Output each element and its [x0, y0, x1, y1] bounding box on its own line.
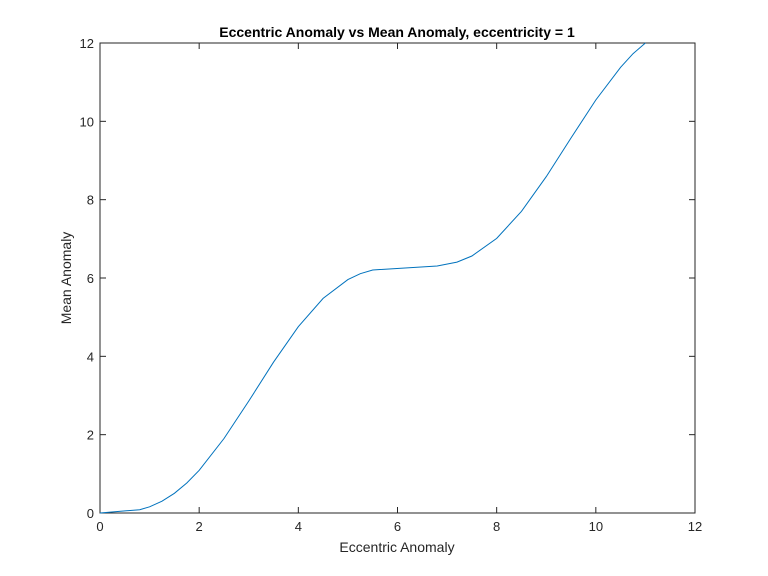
chart-title: Eccentric Anomaly vs Mean Anomaly, eccen… — [219, 24, 575, 40]
y-tick-label: 8 — [87, 193, 94, 208]
x-axis-label: Eccentric Anomaly — [339, 539, 454, 555]
y-tick-label: 10 — [80, 114, 94, 129]
y-axis-label: Mean Anomaly — [58, 232, 74, 325]
x-tick-label: 4 — [295, 519, 302, 534]
x-tick-label: 12 — [688, 519, 702, 534]
x-tick-label: 8 — [493, 519, 500, 534]
y-tick-label: 2 — [87, 428, 94, 443]
y-tick-label: 0 — [87, 506, 94, 521]
x-tick-label: 0 — [96, 519, 103, 534]
axes-box — [99, 42, 696, 514]
series-line — [99, 42, 646, 514]
y-tick-label: 6 — [87, 271, 94, 286]
x-tick-label: 10 — [589, 519, 603, 534]
y-tick-label: 4 — [87, 349, 94, 364]
x-tick-label: 6 — [394, 519, 401, 534]
y-tick-label: 12 — [80, 36, 94, 51]
x-tick-label: 2 — [196, 519, 203, 534]
